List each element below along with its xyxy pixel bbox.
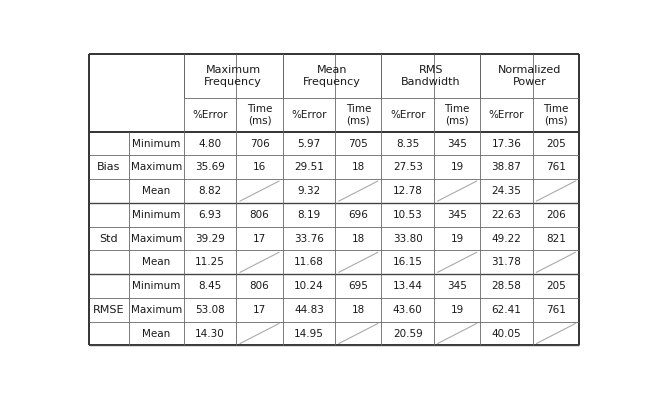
Text: 806: 806 [250, 281, 269, 291]
Text: Time
(ms): Time (ms) [247, 104, 273, 126]
Text: 761: 761 [546, 162, 566, 172]
Text: 696: 696 [348, 210, 368, 220]
Text: 22.63: 22.63 [492, 210, 522, 220]
Text: Normalized
Power: Normalized Power [498, 65, 561, 87]
Text: 39.29: 39.29 [195, 233, 225, 244]
Text: 10.24: 10.24 [294, 281, 324, 291]
Text: 16: 16 [253, 162, 266, 172]
Text: 206: 206 [546, 210, 566, 220]
Text: 821: 821 [546, 233, 566, 244]
Text: 18: 18 [351, 233, 365, 244]
Text: Maximum: Maximum [130, 305, 182, 315]
Text: 705: 705 [348, 139, 368, 149]
Text: 345: 345 [447, 210, 467, 220]
Text: Mean: Mean [142, 329, 170, 339]
Text: Mean: Mean [142, 186, 170, 196]
Text: 19: 19 [451, 305, 464, 315]
Text: 18: 18 [351, 162, 365, 172]
Text: 33.80: 33.80 [393, 233, 422, 244]
Text: 706: 706 [250, 139, 269, 149]
Text: 44.83: 44.83 [294, 305, 324, 315]
Text: 6.93: 6.93 [198, 210, 222, 220]
Text: 13.44: 13.44 [393, 281, 422, 291]
Text: 10.53: 10.53 [393, 210, 422, 220]
Text: Mean
Frequency: Mean Frequency [303, 65, 361, 87]
Text: 14.30: 14.30 [195, 329, 225, 339]
Text: 205: 205 [546, 139, 566, 149]
Text: 62.41: 62.41 [492, 305, 522, 315]
Text: Minimum: Minimum [132, 210, 181, 220]
Text: 205: 205 [546, 281, 566, 291]
Text: Time
(ms): Time (ms) [445, 104, 470, 126]
Text: 24.35: 24.35 [492, 186, 522, 196]
Text: 17.36: 17.36 [492, 139, 522, 149]
Text: 761: 761 [546, 305, 566, 315]
Text: 4.80: 4.80 [199, 139, 222, 149]
Text: %Error: %Error [291, 110, 327, 120]
Text: 29.51: 29.51 [294, 162, 324, 172]
Text: RMSE: RMSE [93, 305, 125, 315]
Text: 695: 695 [348, 281, 368, 291]
Text: 16.15: 16.15 [393, 257, 422, 267]
Text: Maximum: Maximum [130, 233, 182, 244]
Text: 17: 17 [253, 305, 266, 315]
Text: 53.08: 53.08 [195, 305, 225, 315]
Text: 14.95: 14.95 [294, 329, 324, 339]
Text: 8.19: 8.19 [297, 210, 321, 220]
Text: 38.87: 38.87 [492, 162, 522, 172]
Text: 40.05: 40.05 [492, 329, 522, 339]
Text: 17: 17 [253, 233, 266, 244]
Text: 12.78: 12.78 [393, 186, 422, 196]
Text: 31.78: 31.78 [492, 257, 522, 267]
Text: %Error: %Error [192, 110, 228, 120]
Text: %Error: %Error [489, 110, 524, 120]
Text: Maximum: Maximum [130, 162, 182, 172]
Text: Minimum: Minimum [132, 281, 181, 291]
Text: 8.82: 8.82 [198, 186, 222, 196]
Text: RMS
Bandwidth: RMS Bandwidth [401, 65, 461, 87]
Text: 8.45: 8.45 [198, 281, 222, 291]
Text: 27.53: 27.53 [393, 162, 422, 172]
Text: 11.68: 11.68 [294, 257, 324, 267]
Text: 19: 19 [451, 162, 464, 172]
Text: 8.35: 8.35 [396, 139, 419, 149]
Text: Time
(ms): Time (ms) [543, 104, 569, 126]
Text: 49.22: 49.22 [492, 233, 522, 244]
Text: 806: 806 [250, 210, 269, 220]
Text: 43.60: 43.60 [393, 305, 422, 315]
Text: Time
(ms): Time (ms) [346, 104, 371, 126]
Text: 20.59: 20.59 [393, 329, 422, 339]
Text: Bias: Bias [97, 162, 121, 172]
Text: 35.69: 35.69 [195, 162, 225, 172]
Text: 5.97: 5.97 [297, 139, 321, 149]
Text: 11.25: 11.25 [195, 257, 225, 267]
Text: 345: 345 [447, 139, 467, 149]
Text: 345: 345 [447, 281, 467, 291]
Text: 33.76: 33.76 [294, 233, 324, 244]
Text: %Error: %Error [390, 110, 426, 120]
Text: Maximum
Frequency: Maximum Frequency [204, 65, 262, 87]
Text: 18: 18 [351, 305, 365, 315]
Text: Std: Std [100, 233, 118, 244]
Text: 28.58: 28.58 [492, 281, 522, 291]
Text: 9.32: 9.32 [297, 186, 321, 196]
Text: 19: 19 [451, 233, 464, 244]
Text: Minimum: Minimum [132, 139, 181, 149]
Text: Mean: Mean [142, 257, 170, 267]
